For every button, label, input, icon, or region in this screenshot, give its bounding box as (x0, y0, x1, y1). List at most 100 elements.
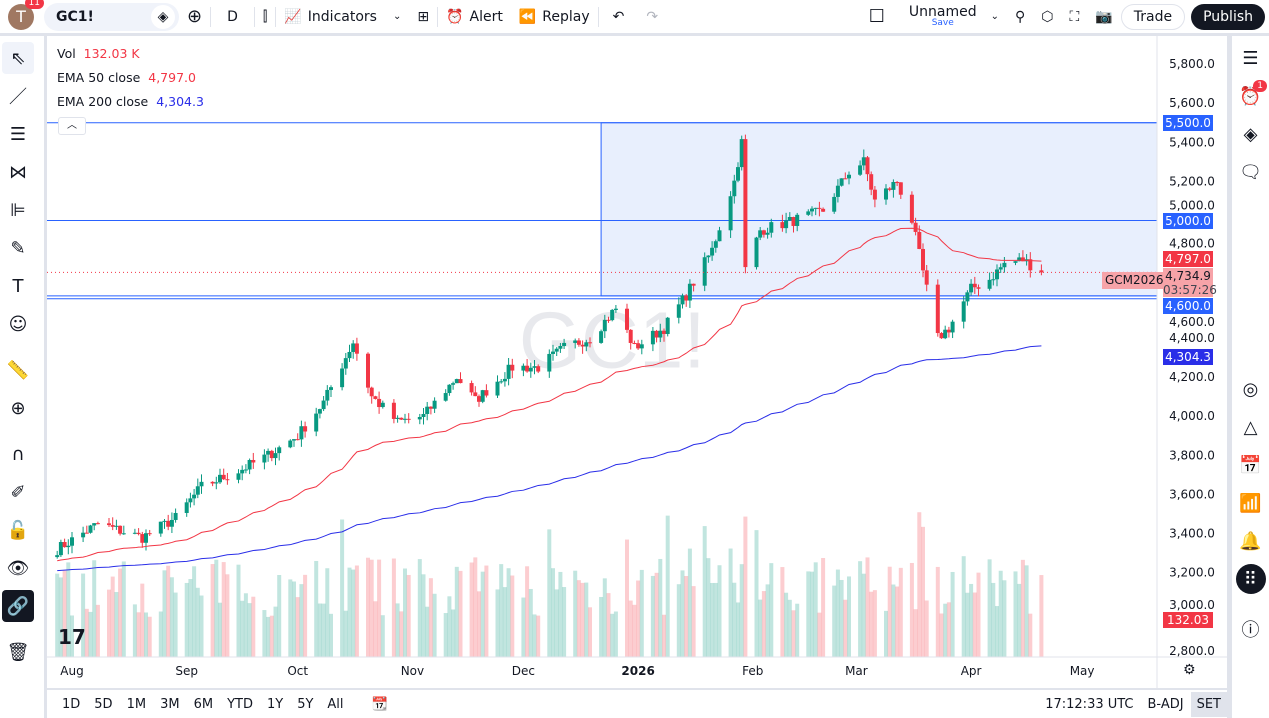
text-icon[interactable]: T (12, 275, 24, 297)
range-button-all[interactable]: All (327, 696, 344, 712)
zoom-in-icon[interactable]: ⊕ (10, 397, 26, 419)
volume-bar (188, 579, 193, 657)
volume-bar (691, 586, 696, 657)
range-button-1y[interactable]: 1Y (266, 696, 284, 712)
volume-bar (813, 562, 818, 657)
projection-icon[interactable]: ⊫ (10, 199, 26, 221)
candle-body (121, 533, 126, 535)
lock-icon[interactable]: 🔓 (6, 519, 30, 541)
trend-line-icon[interactable]: ／ (9, 87, 27, 108)
range-button-1d[interactable]: 1D (62, 696, 81, 712)
volume-bar (88, 611, 93, 657)
adjustment-toggle[interactable]: B-ADJ (1147, 696, 1184, 712)
publish-button[interactable]: Publish (1191, 3, 1265, 30)
session-toggle[interactable]: SET (1190, 691, 1227, 717)
clock[interactable]: 17:12:33 UTC (1045, 696, 1134, 712)
ema50-line (57, 227, 1042, 562)
legend-ema200: EMA 200 close 4,304.3 (57, 94, 204, 109)
candle-body (706, 255, 711, 258)
interval-button[interactable]: D (211, 0, 254, 33)
apps-icon[interactable]: ⠿ (1232, 563, 1269, 595)
broadcast-icon[interactable]: 📶 (1239, 492, 1262, 514)
alerts-icon[interactable]: ⏰ 1 (1232, 80, 1269, 112)
range-button-5d[interactable]: 5D (94, 696, 113, 712)
emoji-icon[interactable]: ☺ (8, 313, 28, 335)
chart-type-button[interactable]: ⫿ (255, 0, 275, 33)
help-icon[interactable]: ⓘ (1241, 620, 1260, 641)
candle-body (84, 532, 89, 534)
volume-bar (743, 516, 748, 657)
candle-body (188, 498, 193, 503)
trash-icon[interactable]: 🗑 (6, 641, 30, 663)
last-price: 4,734.9 (1165, 269, 1211, 283)
volume-bar (728, 548, 733, 657)
undo-button[interactable]: ↶ (599, 0, 639, 33)
candle-body (317, 409, 322, 414)
candle-body (913, 222, 918, 232)
fullscreen-button[interactable]: ⛶ (1062, 0, 1088, 33)
calendar-icon[interactable]: 📅 (1239, 454, 1262, 476)
candle-body (684, 295, 689, 301)
settings-gear-icon[interactable]: ⚙ (1183, 662, 1196, 678)
pattern-icon[interactable]: ⋈ (9, 161, 27, 183)
volume-bar (84, 608, 89, 657)
range-button-1m[interactable]: 1M (126, 696, 147, 712)
volume-bar (380, 615, 385, 657)
triangle-icon[interactable]: △ (1243, 416, 1258, 438)
date-range-icon[interactable]: 📆 (371, 696, 388, 712)
price-tick: 3,800.0 (1169, 448, 1215, 462)
candle-body (118, 525, 123, 534)
chart-canvas[interactable]: GC1!5,800.05,600.05,400.05,200.05,000.04… (47, 36, 1227, 688)
candle-body (292, 439, 296, 441)
lock-drawings-icon[interactable]: ✐ (10, 481, 26, 503)
eye-icon[interactable]: 👁 (6, 557, 30, 579)
volume-bar (654, 572, 659, 657)
trade-button[interactable]: Trade (1120, 3, 1186, 30)
chat-icon[interactable]: 🗨 (1239, 161, 1262, 183)
range-button-6m[interactable]: 6M (193, 696, 214, 712)
indicators-button[interactable]: 📈 Indicators ⌄ (276, 0, 409, 33)
replay-button[interactable]: ⏪ Replay (511, 0, 598, 33)
snapshot-button[interactable]: 📷 (1087, 0, 1120, 33)
candle-body (821, 208, 826, 212)
settings-button[interactable]: ⬡ (1033, 0, 1061, 33)
quick-search-button[interactable]: ⚲ (1007, 0, 1033, 33)
avatar[interactable]: T 11 (8, 0, 44, 30)
brush-icon[interactable]: ✎ (10, 237, 26, 259)
diamond-icon[interactable]: ◈ (151, 4, 175, 29)
range-button-3m[interactable]: 3M (160, 696, 180, 712)
candle-body (784, 220, 789, 229)
candle-body (676, 304, 681, 318)
volume-bar (935, 566, 940, 657)
volume-bar (884, 610, 888, 657)
compare-button[interactable]: ⊕ (179, 0, 210, 33)
link-icon[interactable]: 🔗 (2, 590, 34, 622)
magnet-icon[interactable]: ∩ (11, 443, 25, 465)
cursor-icon[interactable]: ⇖ (2, 42, 34, 74)
templates-button[interactable]: ⊞ (409, 0, 437, 33)
range-button-ytd[interactable]: YTD (227, 696, 253, 712)
alert-button[interactable]: ⏰ Alert (438, 0, 511, 33)
bell-icon[interactable]: 🔔 (1239, 530, 1262, 552)
time-tick: Mar (845, 664, 868, 678)
volume-bar (858, 561, 863, 657)
watchlist-icon[interactable]: ☰ (1242, 47, 1259, 69)
price-axis-label: 132.03 K (1163, 612, 1213, 643)
candle-body (340, 368, 345, 388)
layers-icon[interactable]: ◈ (1243, 123, 1258, 145)
volume-bar (166, 565, 171, 657)
volume-bar (62, 570, 67, 657)
ruler-icon[interactable]: 📏 (6, 359, 30, 381)
candle-body (717, 230, 722, 242)
chevron-down-icon[interactable]: ⌄ (990, 11, 999, 22)
chevron-down-icon[interactable]: ⌄ (392, 11, 402, 22)
chart-pane[interactable]: GC1! 5,800.0 5,600.0 5,400.0 5,200.0 5,000.0 4… (47, 36, 1227, 688)
fib-icon[interactable]: ☰ (9, 123, 27, 145)
top-toolbar: T 11 GC1! ◈ ⊕ D ⫿ 📈 Indicators ⌄ ⊞ ⏰ Alert ⏪ R… (0, 0, 1269, 33)
target-icon[interactable]: ◎ (1242, 378, 1259, 400)
range-button-5y[interactable]: 5Y (297, 696, 314, 712)
redo-button[interactable]: ↷ (638, 0, 666, 33)
layout-button[interactable]: ☐ Unnamed Save ⌄ (861, 0, 1007, 33)
symbol-search[interactable]: GC1! ◈ (44, 2, 179, 31)
collapse-legend-button[interactable]: ︿ (58, 117, 86, 135)
